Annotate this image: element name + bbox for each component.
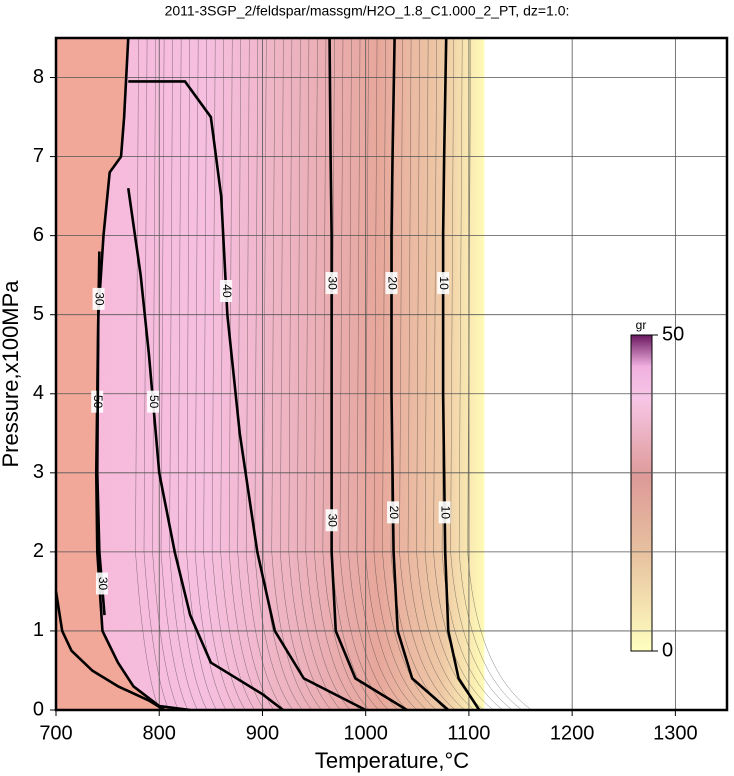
contour-label: 50	[147, 395, 161, 409]
contour-label: 30	[325, 276, 339, 290]
contour-line	[441, 37, 481, 711]
thin-isoline	[160, 37, 189, 711]
plot-area	[56, 37, 532, 711]
thin-isoline	[220, 37, 255, 711]
contour-label: 30	[92, 292, 106, 306]
label-bg	[325, 272, 338, 295]
thin-isoline	[203, 37, 236, 711]
y-tick-label: 2	[33, 540, 44, 562]
contour-label: 20	[387, 506, 401, 520]
thin-isoline	[280, 37, 322, 711]
x-tick-label: 900	[246, 722, 279, 744]
field-fill	[56, 38, 191, 710]
contour-label: 10	[438, 506, 452, 520]
thin-isoline	[356, 37, 408, 711]
thin-isoline	[169, 37, 198, 711]
colorbar	[630, 334, 653, 652]
contour-label: 30	[325, 514, 339, 528]
thin-isoline	[211, 37, 246, 711]
thin-isoline	[143, 37, 170, 711]
thin-isoline	[288, 37, 332, 711]
thin-isoline	[297, 37, 341, 711]
y-tick-label: 0	[33, 698, 44, 720]
thin-isoline	[262, 37, 303, 711]
contour-line	[128, 80, 367, 712]
label-bg	[325, 509, 338, 532]
x-tick-label: 800	[143, 722, 176, 744]
thin-isoline	[416, 37, 475, 711]
thin-isoline	[152, 37, 179, 711]
x-tick-label: 700	[39, 722, 72, 744]
contour-line	[328, 37, 408, 712]
thin-isoline	[135, 37, 160, 711]
contour-label: 40	[220, 284, 234, 298]
x-tick-label: 1300	[653, 722, 698, 744]
thin-isoline	[382, 37, 437, 711]
thin-isoline	[373, 37, 427, 711]
y-tick-label: 5	[33, 303, 44, 325]
thin-isoline	[458, 37, 523, 711]
label-bg	[92, 287, 105, 310]
thin-isoline	[254, 37, 294, 711]
contour-label: 20	[385, 276, 399, 290]
label-bg	[437, 272, 450, 295]
plot-frame	[54, 36, 729, 712]
label-bg	[438, 501, 451, 524]
label-bg	[387, 501, 400, 524]
colorbar-tick-label: 50	[662, 323, 684, 345]
contour-line	[126, 188, 284, 712]
y-tick-label: 4	[33, 382, 44, 404]
label-bg	[385, 272, 398, 295]
label-bg	[220, 279, 233, 302]
contour-line	[390, 37, 450, 711]
thin-isoline	[322, 37, 370, 711]
y-tick-label: 3	[33, 461, 44, 483]
y-tick-label: 7	[33, 145, 44, 167]
thin-isoline	[245, 37, 284, 711]
y-axis-label: Pressure,x100MPa	[0, 280, 23, 468]
y-tick-label: 1	[33, 619, 44, 641]
contour-label: 10	[437, 276, 451, 290]
thin-isoline	[228, 37, 265, 711]
label-bg	[95, 572, 108, 595]
x-tick-label: 1200	[550, 722, 595, 744]
thin-isoline	[399, 37, 456, 711]
y-tick-label: 6	[33, 224, 44, 246]
colorbar-label: gr	[636, 318, 647, 332]
chart-title: 2011-3SGP_2/feldspar/massgm/H2O_1.8_C1.0…	[165, 3, 570, 19]
contour-label: 30	[96, 577, 110, 591]
thin-isoline	[314, 37, 360, 711]
thin-isoline	[441, 37, 504, 711]
y-tick-label: 8	[33, 66, 44, 88]
label-bg	[147, 390, 160, 413]
thin-isoline	[186, 37, 217, 711]
thin-isoline	[450, 37, 513, 711]
thin-isoline	[365, 37, 418, 711]
thin-isoline	[339, 37, 389, 711]
contour-line	[54, 591, 166, 712]
x-tick-label: 1100	[447, 722, 490, 744]
thin-isoline	[194, 37, 227, 711]
x-axis-label: Temperature,°C	[315, 748, 469, 773]
x-tick-label: 1000	[343, 722, 388, 744]
colorbar-tick-label: 0	[662, 639, 673, 661]
thin-isoline	[407, 37, 465, 711]
